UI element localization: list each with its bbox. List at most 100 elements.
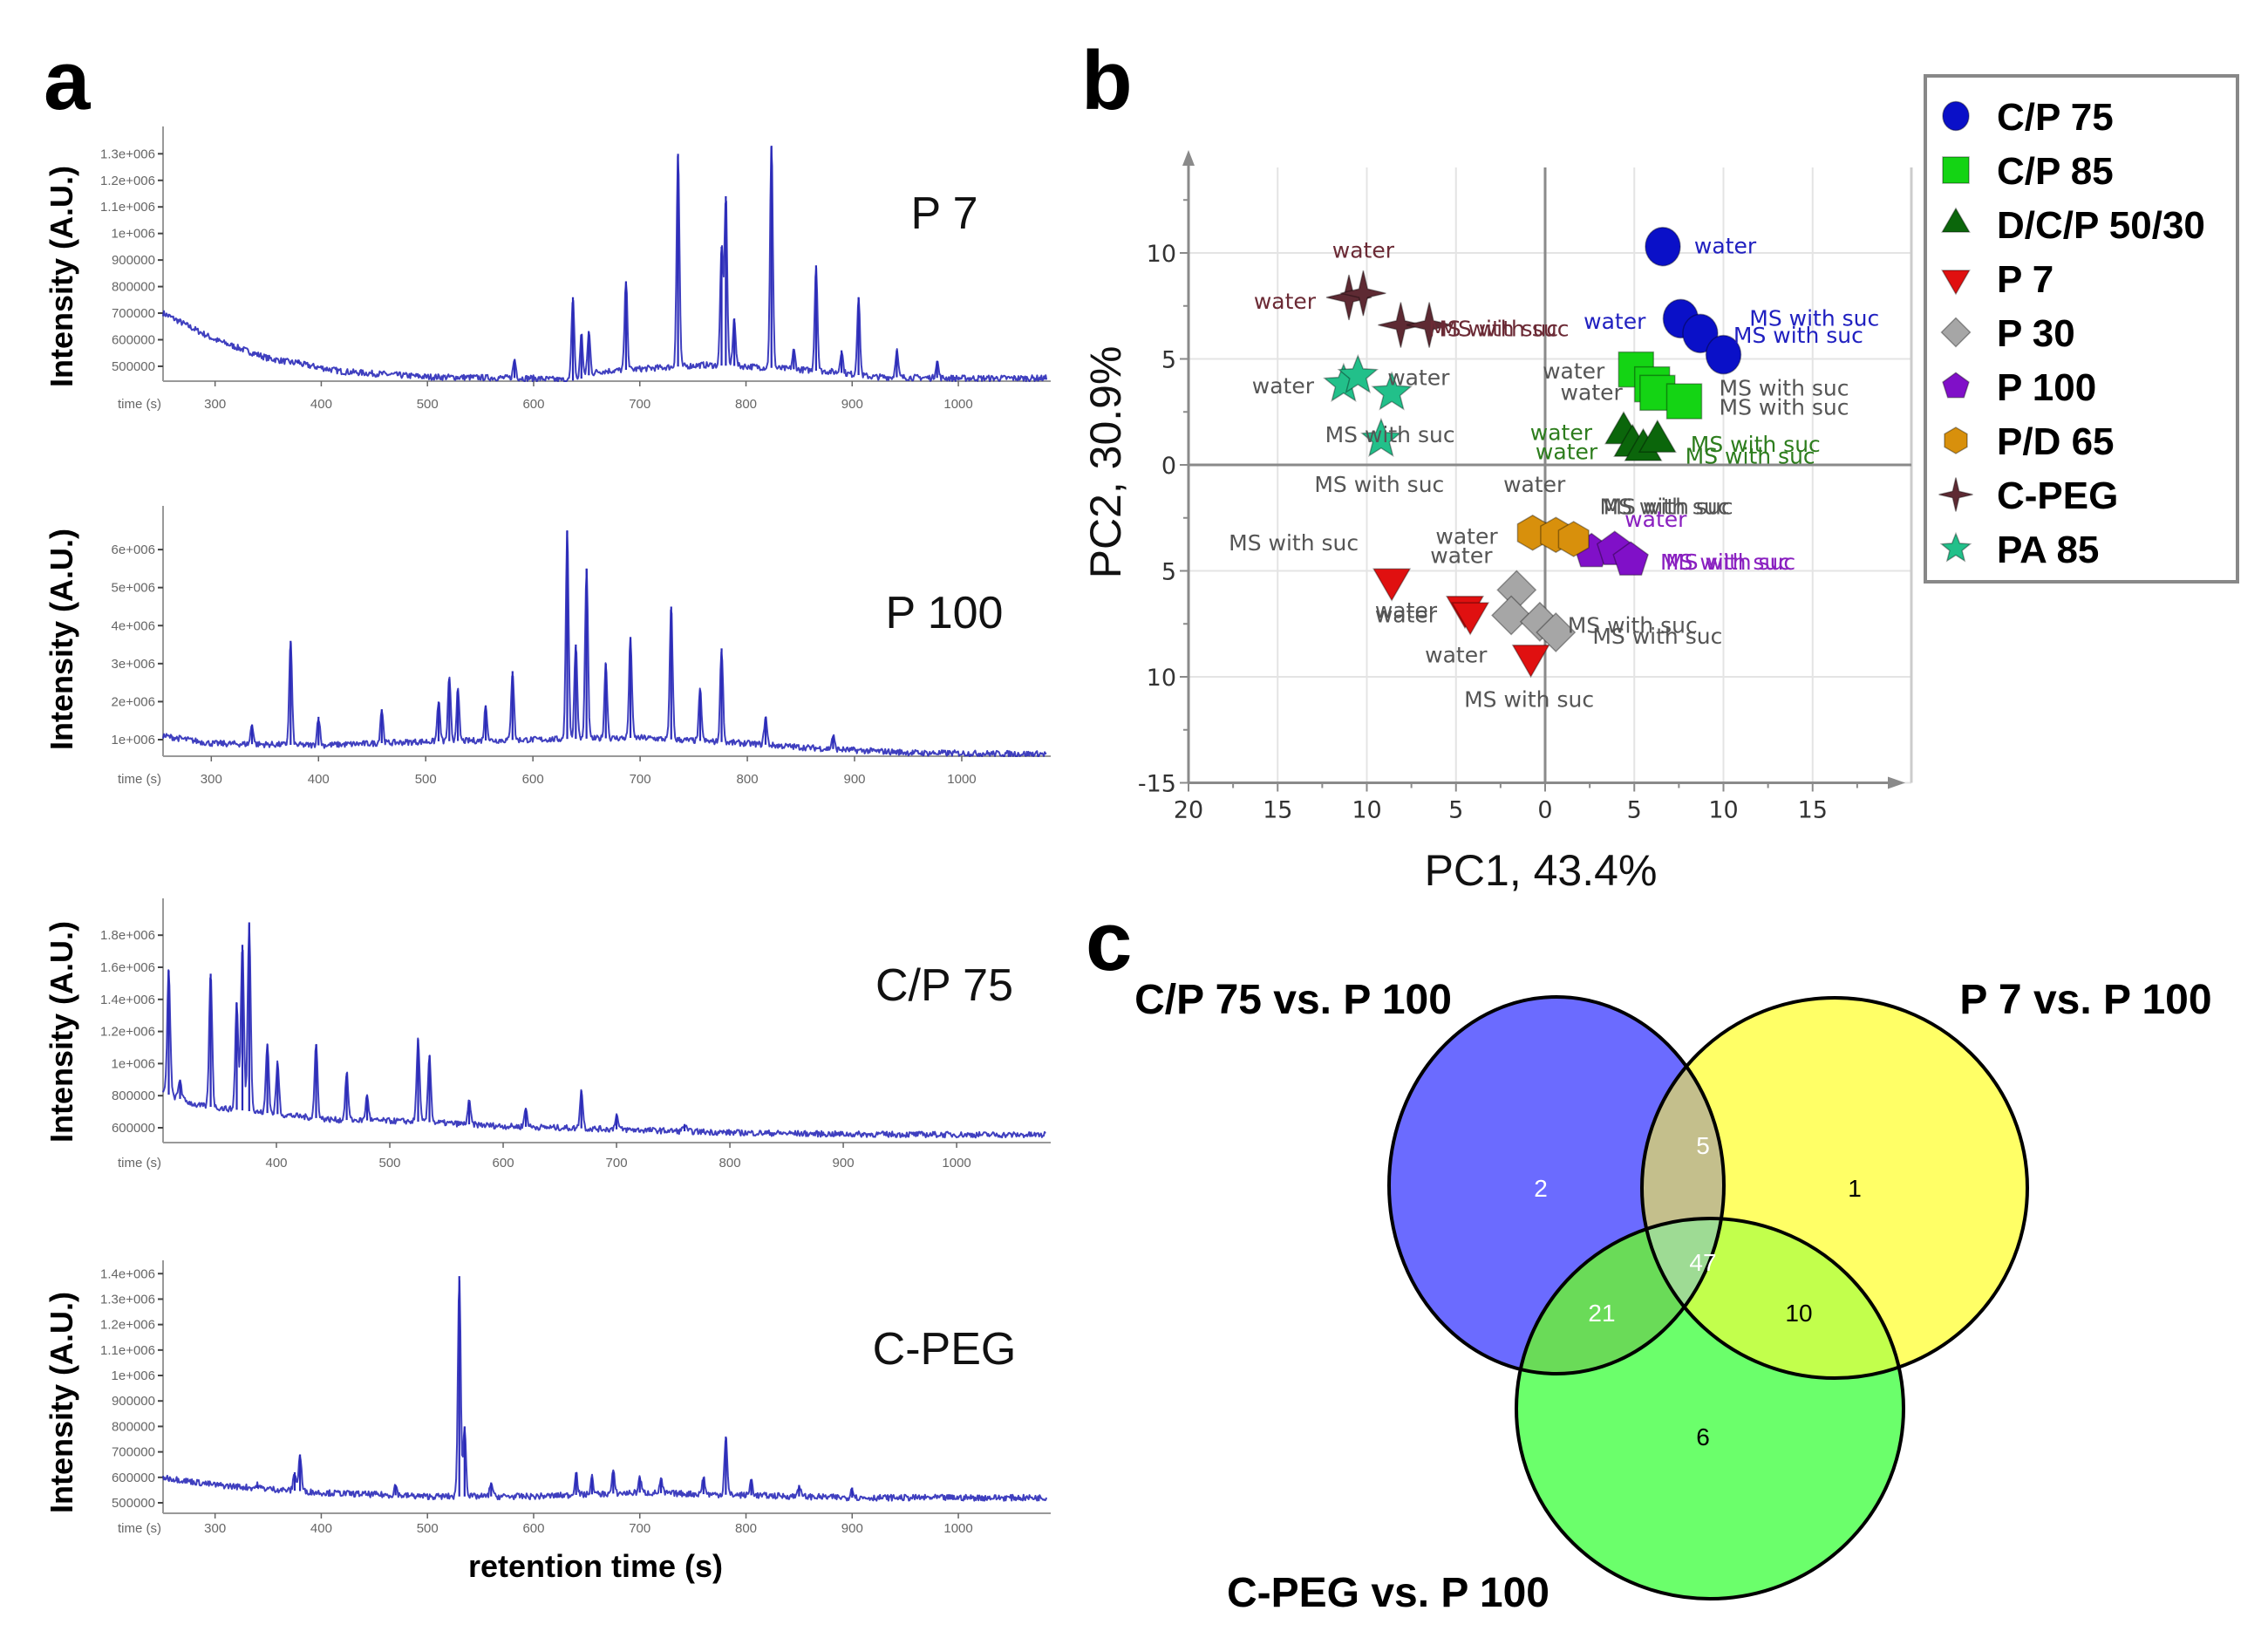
venn-count-only-cpeg: 6 xyxy=(1696,1423,1710,1450)
y-axis-label-cp75: Intensity (A.U.) xyxy=(44,921,79,1143)
y-tick-label: 10 xyxy=(1147,241,1176,268)
y-tick-label: 800000 xyxy=(112,1089,155,1103)
pca-point-label: water xyxy=(1252,373,1315,399)
y-tick-label: 1.2e+006 xyxy=(100,1025,155,1040)
legend-label: C-PEG xyxy=(1997,474,2118,517)
pca-point-label: water xyxy=(1254,289,1317,314)
pca-y-axis-label: PC2, 30.9% xyxy=(1081,346,1130,579)
x-tick-label: 20 xyxy=(1174,797,1203,824)
y-tick-label: 900000 xyxy=(112,1394,155,1409)
y-tick-label: 1.2e+006 xyxy=(100,1318,155,1333)
chromatogram-title-p7: P 7 xyxy=(910,188,977,239)
x-tick-label: 800 xyxy=(737,772,759,787)
pca-point-label: water xyxy=(1425,643,1488,668)
pca-point-label: water xyxy=(1530,420,1593,446)
legend-marker-square-icon xyxy=(1942,156,1970,184)
x-tick-label: 600 xyxy=(522,1521,544,1536)
y-axis-label-p7: Intensity (A.U.) xyxy=(44,166,79,387)
x-tick-label: 1000 xyxy=(943,397,972,412)
pca-point-label: MS with suc xyxy=(1733,323,1863,348)
x-tick-label: 10 xyxy=(1708,797,1738,824)
pca-point-label: water xyxy=(1624,507,1687,532)
x-tick-label: 300 xyxy=(201,772,222,787)
pca-series-p-30 xyxy=(1491,570,1577,653)
pca-point-circle-icon xyxy=(1645,226,1681,267)
y-tick-label: 1e+006 xyxy=(112,1056,155,1071)
pca-point-label: water xyxy=(1561,379,1624,405)
pca-point-label: MS with suc xyxy=(1314,472,1444,497)
x-tick-label: 700 xyxy=(630,772,651,787)
x-tick-label: 900 xyxy=(833,1156,855,1170)
pca-point-diamond-icon xyxy=(1491,595,1532,636)
pca-series-c-peg xyxy=(1325,270,1453,348)
x-tick-label: 300 xyxy=(204,1521,226,1536)
pca-x-axis-label: PC1, 43.4% xyxy=(1425,846,1658,895)
pca-point-star5-icon xyxy=(1371,371,1413,411)
x-tick-label-unit: time (s) xyxy=(118,397,161,412)
pca-series-p-100 xyxy=(1573,530,1649,577)
x-tick-label: 900 xyxy=(843,772,865,787)
pca-point-label: MS with suc xyxy=(1686,443,1815,468)
x-tick-label-unit: time (s) xyxy=(118,1521,161,1536)
x-tick-label: 400 xyxy=(265,1156,287,1170)
pca-point-label: water xyxy=(1332,238,1395,263)
x-tick-label: 700 xyxy=(629,1521,650,1536)
y-tick-label: 1.4e+006 xyxy=(100,1266,155,1281)
venn-count-cp75-p7: 5 xyxy=(1696,1132,1710,1159)
pca-point-label: MS with suc xyxy=(1660,549,1790,575)
y-tick-label: 900000 xyxy=(112,253,155,268)
venn-count-p7-cpeg: 10 xyxy=(1785,1300,1812,1327)
pca-point-label: MS with suc xyxy=(1229,530,1359,556)
legend-label: C/P 75 xyxy=(1997,96,2114,139)
chromatogram-title-cpeg: C-PEG xyxy=(873,1324,1017,1375)
pca-point-star5-icon xyxy=(1337,353,1379,394)
chromatogram-1: 1e+006 2e+006 3e+006 4e+006 5e+006 6e+006 time… xyxy=(112,506,1051,787)
pca-point-label: MS with suc xyxy=(1464,687,1594,713)
y-tick-label: 1.1e+006 xyxy=(100,1343,155,1358)
y-tick-label: 1.4e+006 xyxy=(100,993,155,1007)
y-tick-label: 600000 xyxy=(112,1471,155,1485)
x-tick-label: 500 xyxy=(417,397,439,412)
y-tick-label: 5 xyxy=(1161,559,1176,586)
legend-label: P 7 xyxy=(1997,258,2053,301)
y-tick-label: 5e+006 xyxy=(112,581,155,596)
pca-point-square-icon xyxy=(1665,383,1703,420)
y-axis-arrow-icon xyxy=(1182,150,1195,166)
venn-outline-cpeg xyxy=(1515,1217,1905,1600)
y-axis-label-p100: Intensity (A.U.) xyxy=(44,529,79,750)
y-tick-label: 1e+006 xyxy=(112,733,155,747)
pca-point-star4-icon xyxy=(1340,270,1386,317)
y-tick-label: 6e+006 xyxy=(112,543,155,557)
pca-point-circle-icon xyxy=(1705,334,1742,375)
y-tick-label: 800000 xyxy=(112,280,155,295)
pca-point-label: water xyxy=(1694,234,1757,259)
y-tick-label: 4e+006 xyxy=(112,618,155,633)
legend-marker-circle-icon xyxy=(1942,100,1970,132)
panel-letter-c: c xyxy=(1086,895,1132,988)
pca-point-label: water xyxy=(1435,524,1498,549)
x-tick-label: 500 xyxy=(415,772,437,787)
x-tick-label: 600 xyxy=(522,397,544,412)
pca-point-label: MS with suc xyxy=(1325,422,1455,447)
x-tick-label: 900 xyxy=(841,397,863,412)
y-tick-label: 5 xyxy=(1161,347,1176,374)
pca-point-label: water xyxy=(1375,603,1438,628)
x-axis-label-retention-time: retention time (s) xyxy=(468,1548,723,1584)
pca-series-c-p-75 xyxy=(1645,226,1742,375)
x-tick-label: 500 xyxy=(379,1156,401,1170)
legend-marker-star5-icon xyxy=(1939,531,1972,563)
chromatogram-trace xyxy=(162,1280,1048,1502)
x-tick-label: 15 xyxy=(1798,797,1828,824)
x-tick-label: 15 xyxy=(1263,797,1292,824)
y-tick-label: 700000 xyxy=(112,306,155,321)
pca-point-label: water xyxy=(1543,358,1605,384)
pca-point-pentagon-icon xyxy=(1612,541,1649,577)
pca-point-label: MS with suc xyxy=(1720,394,1849,420)
pca-point-star4-icon xyxy=(1378,302,1424,348)
pca-point-label: MS with suc xyxy=(1592,624,1722,649)
legend-marker-triangle-down-icon xyxy=(1941,270,1971,296)
legend-marker-hexagon-icon xyxy=(1944,427,1968,454)
pca-point-label: MS with suc xyxy=(1691,432,1821,457)
y-tick-label: 600000 xyxy=(112,1121,155,1136)
x-tick-label: 700 xyxy=(606,1156,628,1170)
